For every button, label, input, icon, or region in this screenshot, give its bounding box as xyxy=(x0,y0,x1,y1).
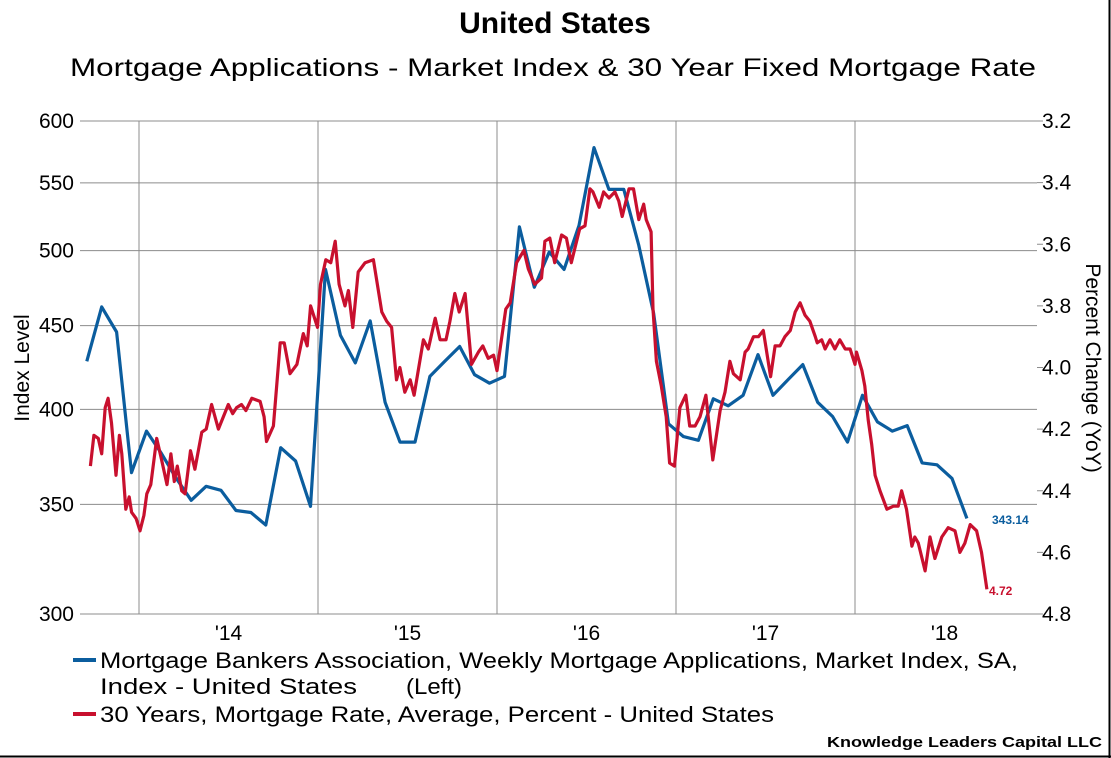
chart-title: United States xyxy=(459,7,651,40)
left-tick-label: 500 xyxy=(39,240,74,263)
right-tick-label: 4.8 xyxy=(1042,603,1071,626)
x-tick-label: '16 xyxy=(573,622,600,645)
left-axis-ticks: 600 550 500 450 400 350 300 xyxy=(39,110,74,626)
left-tick-label: 400 xyxy=(39,398,74,421)
right-tick-label: 4.4 xyxy=(1042,480,1072,503)
blue-end-label: 343.14 xyxy=(992,513,1029,527)
right-tick-label: 4.6 xyxy=(1042,541,1071,564)
x-tick-label: '17 xyxy=(752,622,779,645)
right-axis-ticks: 3.2 3.4 3.6 3.8 4.0 4.2 4.4 4.6 4.8 xyxy=(1037,110,1072,626)
right-tick-label: 3.2 xyxy=(1042,110,1071,133)
left-tick-label: 450 xyxy=(39,315,74,338)
chart-subtitle: Mortgage Applications - Market Index & 3… xyxy=(70,54,1036,82)
legend-label-blue-line2: Index - United States xyxy=(100,674,357,699)
x-axis-ticks: '14 '15 '16 '17 '18 xyxy=(215,622,958,645)
right-axis-title: Percent Change (YoY) xyxy=(1081,263,1104,472)
left-tick-label: 600 xyxy=(39,110,74,133)
right-tick-label: 4.2 xyxy=(1042,418,1071,441)
series-lines xyxy=(85,146,989,590)
right-tick-label: 3.8 xyxy=(1042,295,1071,318)
legend-label-blue-line1: Mortgage Bankers Association, Weekly Mor… xyxy=(100,648,1018,673)
x-tick-label: '15 xyxy=(394,622,421,645)
left-tick-label: 350 xyxy=(39,493,74,516)
x-tick-label: '18 xyxy=(931,622,958,645)
legend: Mortgage Bankers Association, Weekly Mor… xyxy=(73,648,1018,727)
left-axis-title: Index Level xyxy=(11,314,34,421)
left-tick-label: 300 xyxy=(39,603,74,626)
x-tick-label: '14 xyxy=(215,622,243,645)
credit: Knowledge Leaders Capital LLC xyxy=(827,734,1102,751)
legend-axis-note: (Left) xyxy=(406,674,462,699)
left-tick-label: 550 xyxy=(39,172,74,195)
right-tick-label: 3.6 xyxy=(1042,233,1071,256)
series-line-30yr-rate xyxy=(88,187,989,590)
legend-label-red: 30 Years, Mortgage Rate, Average, Percen… xyxy=(100,702,774,727)
right-tick-label: 4.0 xyxy=(1042,357,1071,380)
right-tick-label: 3.4 xyxy=(1042,172,1072,195)
red-end-label: 4.72 xyxy=(989,584,1013,598)
